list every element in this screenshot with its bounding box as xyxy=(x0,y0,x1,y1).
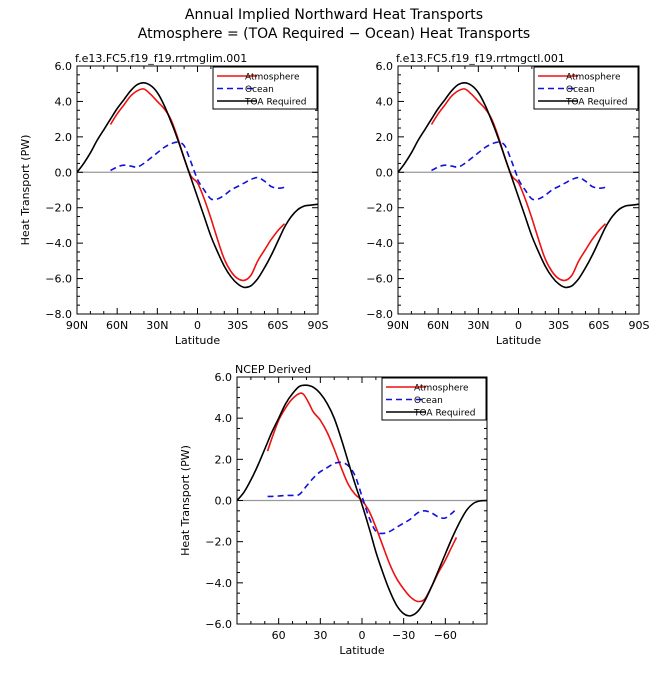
y-tick-label: −2.0 xyxy=(366,202,393,215)
x-tick-label: 90N xyxy=(387,319,409,332)
legend-label: Atmosphere xyxy=(414,384,469,394)
x-tick-label: 30S xyxy=(227,319,248,332)
x-tick-label: 90S xyxy=(308,319,329,332)
x-tick-label: 90N xyxy=(66,319,88,332)
legend: Atmosphere Ocean TOA Required xyxy=(212,66,318,110)
series-group xyxy=(237,384,487,617)
x-tick-label: 60N xyxy=(427,319,449,332)
series-line-ocean xyxy=(110,141,285,201)
legend-label: Atmosphere xyxy=(245,73,300,83)
legend-label: TOA Required xyxy=(565,98,628,108)
y-axis-label: Heat Transport (PW) xyxy=(179,445,192,556)
legend: Atmosphere Ocean TOA Required xyxy=(533,66,639,110)
y-tick-label: −6.0 xyxy=(45,273,72,286)
x-tick-label: 60S xyxy=(588,319,609,332)
y-tick-label: −4.0 xyxy=(45,237,72,250)
y-tick-label: 2.0 xyxy=(376,131,394,144)
legend-label: TOA Required xyxy=(244,98,307,108)
y-tick-label: −4.0 xyxy=(366,237,393,250)
chart-1: −8.0 −6.0 −4.0 −2.0 0.0 2.0 4.0 6.0 90N 60N 30N 0 30… xyxy=(19,52,329,347)
series-line-ocean xyxy=(267,461,458,535)
x-axis-label: Latitude xyxy=(339,644,385,657)
y-tick-label: −6.0 xyxy=(205,618,232,631)
y-tick-label: 0.0 xyxy=(55,166,73,179)
legend-label: Ocean xyxy=(566,85,595,95)
y-tick-label: 2.0 xyxy=(55,131,73,144)
x-tick-label: 30 xyxy=(313,629,327,642)
legend-label: Ocean xyxy=(414,396,443,406)
series-line-toa-required xyxy=(77,81,318,289)
y-tick-label: −6.0 xyxy=(366,273,393,286)
series-group xyxy=(77,81,318,289)
series-group xyxy=(398,81,639,289)
x-tick-label: −30 xyxy=(392,629,415,642)
legend: Atmosphere Ocean TOA Required xyxy=(381,377,487,421)
x-tick-label: −60 xyxy=(434,629,457,642)
series-line-atmosphere xyxy=(109,88,286,282)
y-tick-label: −8.0 xyxy=(366,308,393,321)
x-tick-label: 0 xyxy=(194,319,201,332)
legend-label: TOA Required xyxy=(413,409,476,419)
x-tick-label: 60 xyxy=(272,629,286,642)
chart-3: −6.0 −4.0 −2.0 0.0 2.0 4.0 6.0 60 30 0 −30 −60 NCEP … xyxy=(179,363,488,657)
x-axis-label: Latitude xyxy=(175,334,221,347)
y-axis-label: Heat Transport (PW) xyxy=(19,135,32,246)
y-tick-label: −4.0 xyxy=(205,577,232,590)
x-tick-label: 0 xyxy=(359,629,366,642)
x-tick-label: 60S xyxy=(267,319,288,332)
figure-title-line1: Annual Implied Northward Heat Transports xyxy=(185,7,483,23)
series-line-ocean xyxy=(431,141,606,201)
x-tick-label: 30N xyxy=(467,319,489,332)
series-line-toa-required xyxy=(237,384,487,617)
y-tick-label: −2.0 xyxy=(45,202,72,215)
y-tick-label: 6.0 xyxy=(376,60,394,73)
chart-panels: −8.0 −6.0 −4.0 −2.0 0.0 2.0 4.0 6.0 90N 60N 30N 0 30… xyxy=(19,52,650,657)
chart-title: f.e13.FC5.f19_f19.rrtmglim.001 xyxy=(75,52,247,65)
x-axis-label: Latitude xyxy=(496,334,542,347)
y-tick-label: 6.0 xyxy=(55,60,73,73)
figure-title-line2: Atmosphere = (TOA Required − Ocean) Heat… xyxy=(138,26,530,42)
chart-title: f.e13.FC5.f19_f19.rrtmgctl.001 xyxy=(396,52,565,65)
x-tick-label: 60N xyxy=(106,319,128,332)
chart-2: −8.0 −6.0 −4.0 −2.0 0.0 2.0 4.0 6.0 90N 60N 30N 0 30… xyxy=(366,52,649,347)
y-tick-label: 4.0 xyxy=(215,412,233,425)
series-line-atmosphere xyxy=(430,88,607,282)
legend-label: Ocean xyxy=(245,85,274,95)
y-tick-label: 2.0 xyxy=(215,453,233,466)
x-tick-label: 0 xyxy=(515,319,522,332)
x-tick-label: 30N xyxy=(146,319,168,332)
y-tick-label: 4.0 xyxy=(55,95,73,108)
chart-title: NCEP Derived xyxy=(235,363,311,376)
y-tick-label: 0.0 xyxy=(215,495,233,508)
series-line-toa-required xyxy=(398,81,639,289)
legend-label: Atmosphere xyxy=(566,73,621,83)
x-tick-label: 90S xyxy=(629,319,650,332)
y-tick-label: 4.0 xyxy=(376,95,394,108)
y-tick-label: −8.0 xyxy=(45,308,72,321)
series-line-atmosphere xyxy=(266,392,458,603)
y-tick-label: 6.0 xyxy=(215,371,233,384)
y-tick-label: 0.0 xyxy=(376,166,394,179)
x-tick-label: 30S xyxy=(548,319,569,332)
y-tick-label: −2.0 xyxy=(205,536,232,549)
